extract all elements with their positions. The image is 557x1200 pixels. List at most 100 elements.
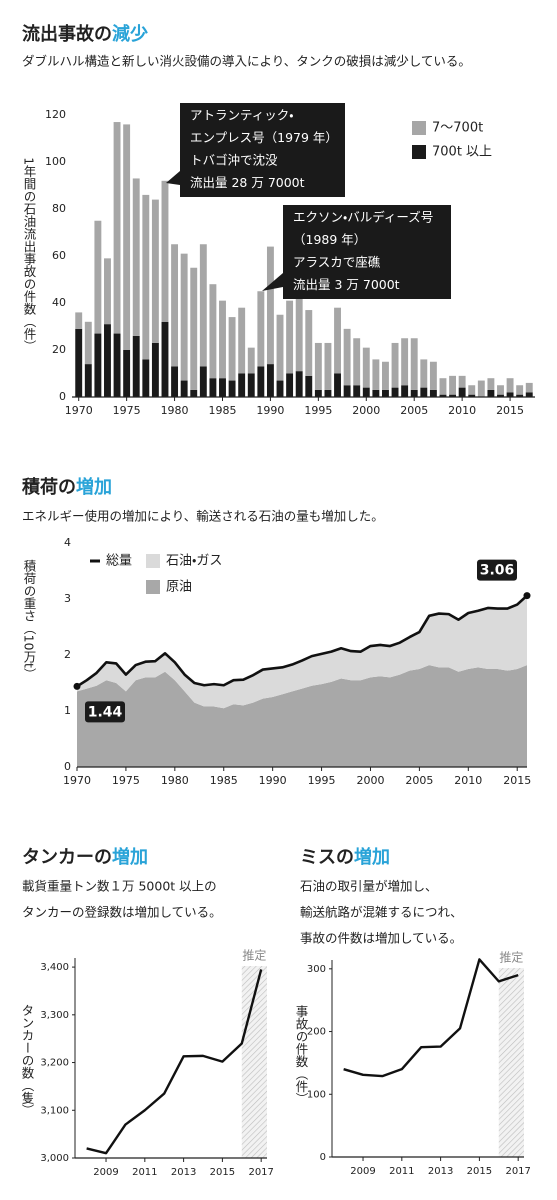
x-tick-label: 1995 [308,774,336,787]
value-label: 3.06 [480,563,515,579]
subtitle: ダブルハル構造と新しい消火設備の導入により、タンクの破損は減少している。 [22,54,471,69]
y-tick-label: 100 [307,1089,326,1100]
callout-text: トバゴ沖で沈没 [190,153,278,168]
x-tick-label: 1985 [208,404,236,417]
y-tick-label: 0 [59,390,66,403]
bar-segment [343,328,351,386]
subtitle: 事故の件数は増加している。 [300,931,462,946]
title-emphasis: 増加 [354,846,390,868]
y-tick-label: 4 [64,536,71,549]
bar-segment [190,389,198,397]
bar-segment [286,373,294,397]
bar-segment [151,199,159,343]
bar-segment [391,387,399,397]
bar-segment [132,335,140,397]
chart-title: タンカーの増加 [22,846,148,868]
bar-segment [190,267,198,390]
bar-segment [343,385,351,397]
bar-segment [209,284,217,379]
callout-text: アラスカで座礁 [293,255,381,270]
bar-segment [334,307,341,374]
title-text: ミスの [300,847,354,868]
bar-segment [401,385,409,397]
x-tick-label: 2015 [503,774,531,787]
bar-segment [286,300,294,374]
estimate-region [498,968,524,1157]
bar-segment [516,394,524,397]
bar-segment [362,347,370,388]
bar-segment [525,382,533,393]
bar-segment [439,378,447,395]
x-tick-label: 1980 [161,404,189,417]
bar-segment [171,244,179,367]
bar-segment [266,246,274,365]
bar-segment [228,317,236,381]
bar-segment [238,373,246,397]
y-tick-label: 3,100 [40,1105,69,1116]
bar-segment [151,342,159,397]
legend-swatch [146,580,160,594]
bar-segment [497,394,504,397]
y-tick-label: 60 [52,249,66,262]
bar-segment [247,373,255,397]
bar-segment [84,321,92,365]
x-tick-label: 2013 [171,1167,196,1178]
line [76,594,528,688]
chart-panel: ミスの増加石油の取引量が増加し、輸送航路が混雑するにつれ、事故の件数は増加してい… [294,846,531,1177]
bar-segment [219,300,226,379]
bar-segment [295,298,303,372]
point [73,682,81,690]
title-text: 積荷の [21,476,76,498]
bar-segment [276,314,284,381]
y-tick-label: 20 [52,343,66,356]
bar-segment [75,328,83,397]
bar-segment [257,366,265,397]
legend-label: 7〜700t [432,121,483,136]
bar-segment [142,359,150,397]
value-label-box [477,559,517,581]
bar-segment [161,180,169,322]
title-emphasis: 増加 [112,846,148,868]
bar-segment [84,364,92,397]
bar-segment [305,310,313,376]
bar-segment [362,387,370,397]
x-tick-label: 2000 [356,774,384,787]
x-tick-label: 2013 [428,1166,453,1177]
bar-segment [238,307,246,374]
y-tick-label: 0 [64,760,71,773]
bar-segment [468,385,476,395]
x-tick-label: 2010 [448,404,476,417]
callout-pointer [166,171,180,185]
chart-panel: 流出事故の減少ダブルハル構造と新しい消火設備の導入により、タンクの破損は減少して… [22,23,535,417]
bar-segment [487,378,495,390]
bar-segment [410,389,418,397]
bar-segment [353,385,361,397]
y-tick-label: 300 [307,964,326,975]
bar-segment [161,321,169,397]
bar-segment [372,359,380,390]
bar-segment [429,389,437,397]
bar-segment [429,361,437,390]
chart-title: 流出事故の減少 [22,23,148,45]
bar-segment [516,385,524,395]
title-emphasis: 減少 [112,23,148,45]
y-tick-label: 120 [45,108,66,121]
bar-segment [468,394,476,397]
bar-segment [142,194,150,360]
callout-text: 流出量 3 万 7000t [293,277,400,292]
y-tick-label: 3,000 [40,1153,69,1164]
callout-text: エンプレス号（1979 年） [190,130,338,145]
value-label: 1.44 [88,704,123,720]
callout-text: 流出量 28 万 7000t [190,175,305,190]
bar-segment [382,361,389,390]
x-tick-label: 1990 [256,404,284,417]
bar-segment [497,385,504,395]
bar-segment [506,378,514,393]
y-axis-label: 事故の件数（件） [294,1005,309,1105]
y-axis-label: 積荷の重さ（10万t） [22,559,37,681]
bar-segment [458,375,466,388]
y-axis-label: 1年間の石油流出事故の件数（件） [22,157,37,352]
bar-segment [487,389,495,397]
